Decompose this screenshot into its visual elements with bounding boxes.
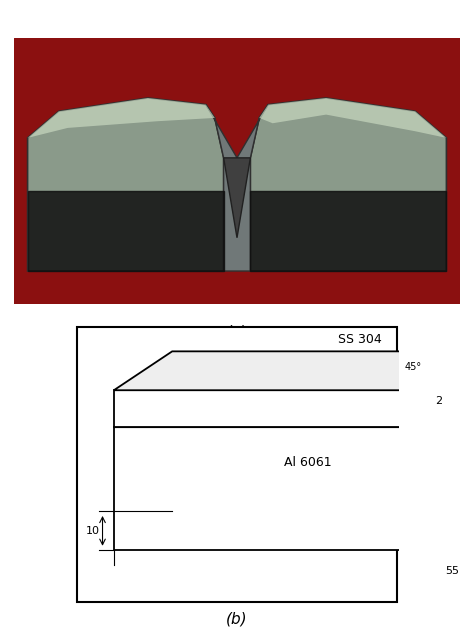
- Polygon shape: [259, 98, 447, 138]
- Text: (b): (b): [226, 612, 248, 627]
- Polygon shape: [206, 105, 268, 271]
- Text: 10: 10: [86, 526, 100, 536]
- Text: 45°: 45°: [404, 363, 421, 372]
- Polygon shape: [27, 98, 215, 138]
- Bar: [250, 191, 447, 271]
- Polygon shape: [114, 427, 474, 550]
- FancyBboxPatch shape: [77, 327, 397, 602]
- Text: Al 6061: Al 6061: [284, 456, 332, 469]
- Polygon shape: [114, 351, 474, 391]
- Bar: [27, 191, 224, 271]
- Text: (a): (a): [226, 325, 248, 339]
- Text: 55: 55: [446, 566, 459, 576]
- Polygon shape: [250, 98, 447, 271]
- Polygon shape: [428, 351, 474, 415]
- Polygon shape: [27, 98, 224, 271]
- Text: SS 304: SS 304: [338, 333, 382, 346]
- Polygon shape: [114, 388, 474, 427]
- Polygon shape: [114, 391, 474, 427]
- Polygon shape: [224, 158, 250, 238]
- Polygon shape: [453, 351, 474, 415]
- Text: 2: 2: [435, 396, 442, 406]
